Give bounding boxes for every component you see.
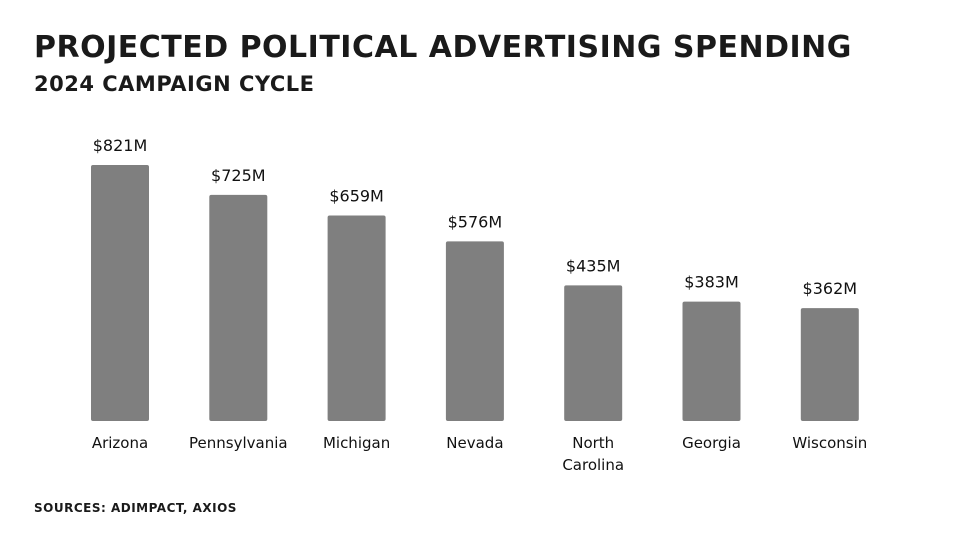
category-label: Arizona [92, 434, 148, 452]
bar-arizona [91, 165, 149, 421]
bar-michigan [327, 215, 386, 421]
value-label: $725M [211, 166, 266, 185]
bar-georgia [682, 301, 741, 421]
category-label: Georgia [682, 434, 741, 452]
category-label: Michigan [323, 434, 390, 452]
bar-nevada [445, 241, 504, 421]
value-label: $659M [329, 187, 384, 206]
value-label: $435M [566, 256, 621, 275]
bar-wisconsin [800, 308, 859, 421]
value-label: $821M [93, 136, 148, 155]
chart-subtitle: 2024 CAMPAIGN CYCLE [34, 72, 315, 96]
bars-group [91, 165, 859, 421]
category-label: Pennsylvania [189, 434, 288, 452]
category-label: Wisconsin [792, 434, 867, 452]
source-note: SOURCES: ADIMPACT, AXIOS [34, 501, 237, 515]
value-label: $576M [448, 212, 503, 231]
category-label: Nevada [446, 434, 503, 452]
value-labels-group: $821M $725M $659M $576M $435M $383M $362M [93, 136, 857, 298]
bar-pennsylvania [209, 194, 268, 421]
bar-north-carolina [564, 285, 623, 421]
value-label: $383M [684, 273, 739, 292]
chart-title: PROJECTED POLITICAL ADVERTISING SPENDING [34, 30, 852, 65]
value-label: $362M [803, 279, 858, 298]
category-label: North Carolina [562, 434, 624, 474]
category-labels-group: Arizona Pennsylvania Michigan Nevada North Ca… [92, 434, 867, 474]
